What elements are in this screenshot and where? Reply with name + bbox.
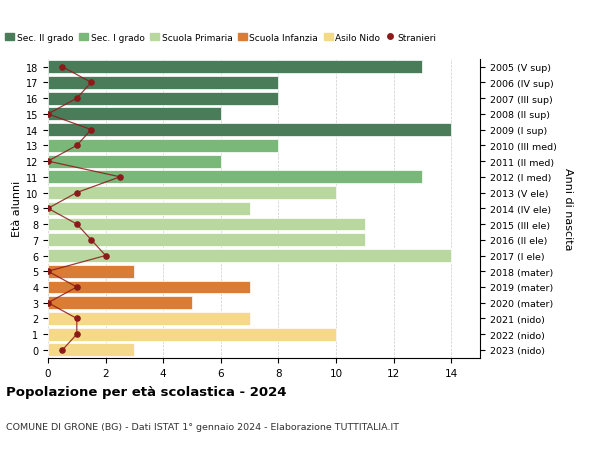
Point [72, 142, 82, 150]
Bar [48, 140, 278, 152]
Point [72, 190, 82, 197]
Bar [48, 77, 278, 90]
Bar [48, 187, 336, 200]
Point [43, 158, 53, 165]
Bar [48, 61, 422, 74]
Point [58, 347, 67, 354]
Point [43, 268, 53, 275]
Bar [48, 93, 278, 106]
Bar [48, 234, 365, 246]
Bar [48, 218, 365, 231]
Point [58, 64, 67, 71]
Point [86, 79, 96, 87]
Bar [48, 265, 134, 278]
Point [86, 236, 96, 244]
Point [72, 315, 82, 322]
Point [72, 284, 82, 291]
Point [86, 127, 96, 134]
Bar [48, 124, 451, 137]
Point [115, 174, 125, 181]
Bar [48, 250, 451, 263]
Bar [48, 171, 422, 184]
Point [101, 252, 110, 260]
Y-axis label: Anni di nascita: Anni di nascita [563, 168, 573, 250]
Bar [48, 328, 336, 341]
Point [43, 299, 53, 307]
Bar [48, 108, 221, 121]
Point [72, 221, 82, 228]
Text: COMUNE DI GRONE (BG) - Dati ISTAT 1° gennaio 2024 - Elaborazione TUTTITALIA.IT: COMUNE DI GRONE (BG) - Dati ISTAT 1° gen… [6, 422, 399, 431]
Bar [48, 312, 250, 325]
Point [43, 205, 53, 213]
Point [72, 95, 82, 103]
Bar [48, 297, 192, 309]
Bar [48, 155, 221, 168]
Legend: Sec. II grado, Sec. I grado, Scuola Primaria, Scuola Infanzia, Asilo Nido, Stran: Sec. II grado, Sec. I grado, Scuola Prim… [2, 30, 440, 46]
Point [72, 331, 82, 338]
Y-axis label: Età alunni: Età alunni [12, 181, 22, 237]
Text: Popolazione per età scolastica - 2024: Popolazione per età scolastica - 2024 [6, 386, 287, 398]
Bar [48, 202, 250, 215]
Bar [48, 281, 250, 294]
Bar [48, 344, 134, 357]
Point [43, 111, 53, 118]
